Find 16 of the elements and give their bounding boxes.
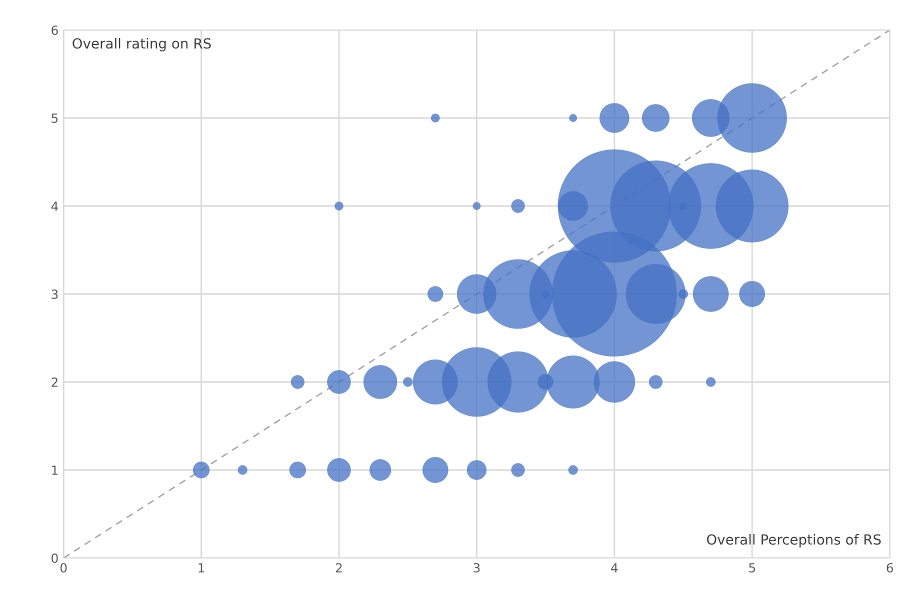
y-tick-label: 3 — [52, 289, 58, 299]
x-tick-label: 5 — [749, 563, 756, 573]
y-tick-label: 1 — [52, 466, 58, 475]
x-tick-label: 0 — [60, 563, 67, 573]
y-tick-label: 2 — [52, 377, 58, 387]
y-tick-label: 4 — [51, 202, 58, 211]
x-tick-label: 4 — [611, 563, 618, 572]
y-tick-label: 5 — [52, 114, 58, 123]
x-tick-label: 2 — [336, 563, 342, 572]
x-tick-label: 3 — [474, 563, 480, 573]
y-tick-label: 0 — [52, 553, 58, 563]
x-tick-label: 6 — [886, 563, 894, 573]
x-axis-title: Overall Perceptions of RS — [706, 534, 881, 548]
x-tick-label: 1 — [198, 563, 204, 572]
y-tick-label: 6 — [52, 25, 58, 35]
y-axis-title: Overall rating on RS — [72, 38, 211, 52]
